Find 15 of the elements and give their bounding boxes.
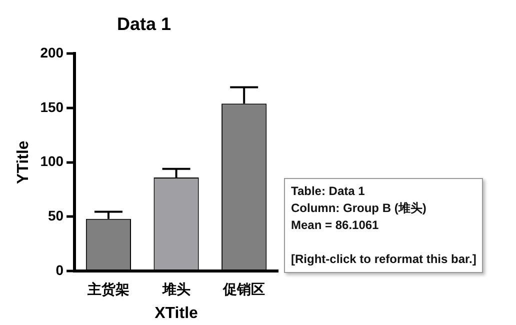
- text: [Right-click to reformat this bar.]: [291, 251, 476, 268]
- text: Mean = 86.1061: [291, 217, 380, 234]
- y-tick-label: 0: [56, 262, 64, 278]
- y-axis-title: YTitle: [15, 140, 32, 184]
- y-tick-label: 50: [48, 208, 64, 224]
- text: Column: Group B (堆头): [291, 200, 428, 217]
- y-tick-label: 150: [40, 98, 64, 115]
- y-tick-label: 200: [40, 44, 64, 60]
- x-tick-label: 堆头: [161, 282, 190, 298]
- x-tick-label: 促销区: [222, 282, 266, 298]
- x-tick-label: 主货架: [86, 281, 130, 298]
- chart-title: Data 1: [116, 14, 172, 34]
- text: Table: Data 1: [291, 183, 366, 200]
- x-axis-title: XTitle: [154, 304, 198, 322]
- y-tick-label: 100: [40, 153, 64, 170]
